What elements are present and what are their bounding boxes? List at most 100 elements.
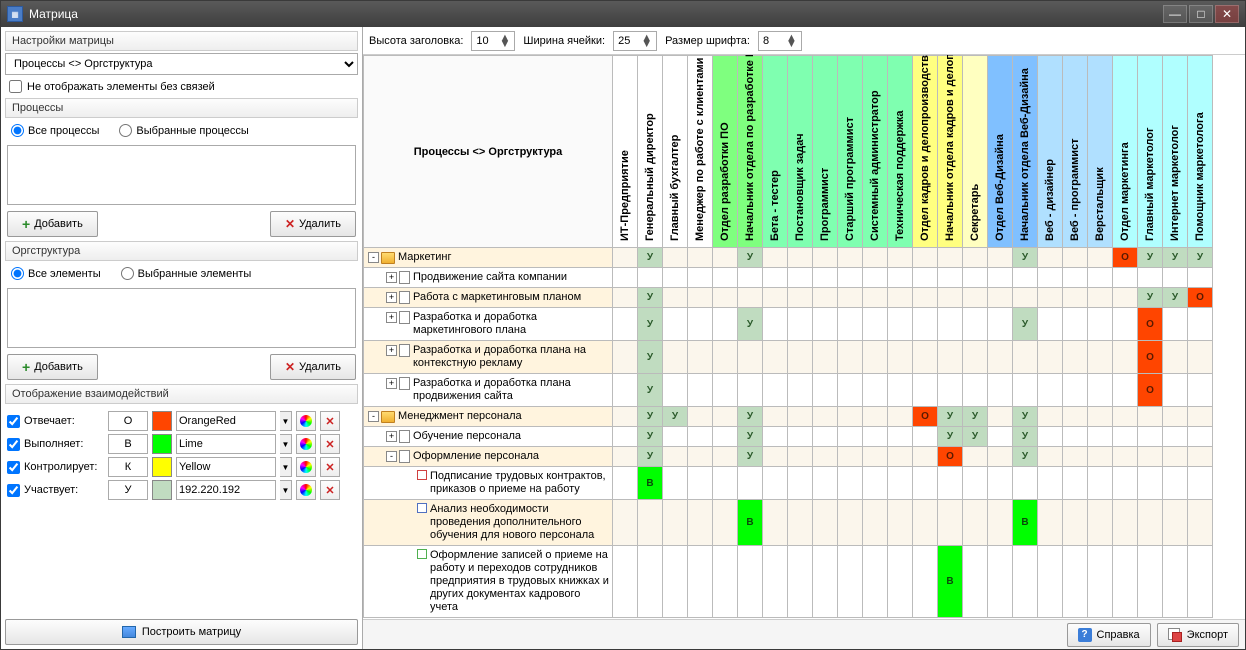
matrix-cell[interactable]	[1038, 268, 1063, 288]
matrix-cell[interactable]	[1113, 288, 1138, 308]
matrix-cell[interactable]	[1013, 288, 1038, 308]
matrix-cell[interactable]	[988, 427, 1013, 447]
matrix-cell[interactable]	[1038, 500, 1063, 546]
matrix-cell[interactable]: У	[938, 407, 963, 427]
matrix-cell[interactable]	[838, 308, 863, 341]
matrix-cell[interactable]: В	[738, 500, 763, 546]
matrix-cell[interactable]	[788, 427, 813, 447]
matrix-cell[interactable]: У	[1013, 427, 1038, 447]
matrix-cell[interactable]	[713, 374, 738, 407]
row-label[interactable]: -Маркетинг	[364, 248, 612, 267]
matrix-cell[interactable]	[763, 374, 788, 407]
matrix-cell[interactable]: О	[1138, 341, 1163, 374]
matrix-cell[interactable]	[1138, 546, 1163, 618]
color-name-input[interactable]	[176, 457, 276, 477]
matrix-cell[interactable]	[1138, 427, 1163, 447]
matrix-cell[interactable]	[888, 447, 913, 467]
build-matrix-button[interactable]: Построить матрицу	[5, 619, 358, 645]
color-dropdown-button[interactable]: ▼	[280, 411, 292, 431]
matrix-cell[interactable]	[1113, 407, 1138, 427]
matrix-cell[interactable]	[913, 500, 938, 546]
matrix-cell[interactable]	[738, 341, 763, 374]
matrix-cell[interactable]	[738, 268, 763, 288]
matrix-cell[interactable]	[963, 467, 988, 500]
matrix-cell[interactable]	[913, 447, 938, 467]
matrix-cell[interactable]: У	[638, 374, 663, 407]
matrix-cell[interactable]: У	[1138, 248, 1163, 268]
matrix-cell[interactable]	[713, 467, 738, 500]
matrix-cell[interactable]	[763, 288, 788, 308]
matrix-cell[interactable]	[963, 308, 988, 341]
matrix-cell[interactable]	[888, 427, 913, 447]
column-header[interactable]: Отдел кадров и делопроизводства	[913, 56, 938, 248]
matrix-cell[interactable]	[713, 288, 738, 308]
matrix-cell[interactable]: У	[963, 427, 988, 447]
matrix-cell[interactable]	[613, 447, 638, 467]
matrix-cell[interactable]: У	[638, 308, 663, 341]
matrix-cell[interactable]	[1063, 248, 1088, 268]
matrix-cell[interactable]	[863, 374, 888, 407]
matrix-cell[interactable]	[863, 308, 888, 341]
matrix-cell[interactable]	[913, 308, 938, 341]
matrix-cell[interactable]	[888, 288, 913, 308]
matrix-cell[interactable]	[1013, 374, 1038, 407]
matrix-cell[interactable]	[638, 268, 663, 288]
matrix-cell[interactable]	[713, 500, 738, 546]
matrix-cell[interactable]	[888, 374, 913, 407]
matrix-cell[interactable]	[913, 288, 938, 308]
matrix-cell[interactable]	[1163, 407, 1188, 427]
matrix-cell[interactable]	[963, 248, 988, 268]
matrix-cell[interactable]	[938, 500, 963, 546]
matrix-cell[interactable]	[938, 288, 963, 308]
matrix-cell[interactable]	[988, 407, 1013, 427]
matrix-cell[interactable]	[813, 268, 838, 288]
matrix-cell[interactable]: В	[638, 467, 663, 500]
matrix-cell[interactable]	[663, 447, 688, 467]
matrix-cell[interactable]	[763, 268, 788, 288]
matrix-cell[interactable]	[763, 546, 788, 618]
hide-unlinked-checkbox[interactable]	[9, 80, 22, 93]
matrix-cell[interactable]	[763, 407, 788, 427]
matrix-cell[interactable]	[963, 500, 988, 546]
matrix-cell[interactable]	[1063, 467, 1088, 500]
matrix-cell[interactable]	[713, 308, 738, 341]
matrix-cell[interactable]	[613, 268, 638, 288]
matrix-cell[interactable]	[663, 268, 688, 288]
matrix-cell[interactable]	[788, 374, 813, 407]
matrix-cell[interactable]	[613, 341, 638, 374]
row-label[interactable]: +Обучение персонала	[364, 427, 612, 446]
matrix-cell[interactable]	[1088, 407, 1113, 427]
matrix-cell[interactable]	[1188, 341, 1213, 374]
matrix-cell[interactable]	[1063, 268, 1088, 288]
matrix-cell[interactable]	[1188, 407, 1213, 427]
matrix-cell[interactable]	[1138, 447, 1163, 467]
matrix-cell[interactable]	[838, 248, 863, 268]
org-listbox[interactable]	[7, 288, 356, 348]
matrix-cell[interactable]: У	[963, 407, 988, 427]
matrix-cell[interactable]	[1138, 467, 1163, 500]
export-button[interactable]: Экспорт	[1157, 623, 1239, 647]
matrix-cell[interactable]	[863, 288, 888, 308]
matrix-cell[interactable]	[663, 248, 688, 268]
matrix-cell[interactable]: У	[638, 341, 663, 374]
interaction-checkbox[interactable]	[7, 484, 20, 497]
matrix-cell[interactable]	[713, 268, 738, 288]
matrix-cell[interactable]	[613, 407, 638, 427]
matrix-cell[interactable]	[1163, 447, 1188, 467]
matrix-cell[interactable]	[1063, 341, 1088, 374]
matrix-cell[interactable]	[763, 248, 788, 268]
header-height-spinner[interactable]: 10▲▼	[471, 31, 515, 51]
matrix-cell[interactable]	[613, 427, 638, 447]
matrix-cell[interactable]	[688, 500, 713, 546]
matrix-cell[interactable]	[863, 427, 888, 447]
matrix-cell[interactable]	[1063, 288, 1088, 308]
matrix-cell[interactable]	[763, 341, 788, 374]
matrix-cell[interactable]	[988, 374, 1013, 407]
matrix-cell[interactable]	[863, 500, 888, 546]
matrix-cell[interactable]	[713, 248, 738, 268]
matrix-cell[interactable]	[863, 407, 888, 427]
matrix-cell[interactable]	[688, 308, 713, 341]
matrix-cell[interactable]	[788, 546, 813, 618]
matrix-cell[interactable]	[763, 308, 788, 341]
expand-button[interactable]: +	[386, 431, 397, 442]
